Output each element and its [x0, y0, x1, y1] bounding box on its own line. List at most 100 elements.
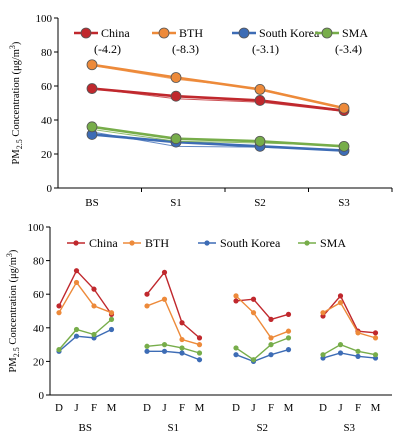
top-legend-trend-bth: (-8.3)	[172, 42, 199, 56]
top-legend-label-south-korea: South Korea	[259, 26, 320, 40]
bottom-point-china	[161, 269, 168, 275]
bottom-group-label: S1	[167, 422, 179, 434]
top-x-tick-label: S2	[254, 197, 266, 209]
bottom-point-bth	[179, 336, 185, 343]
bottom-point-china	[372, 330, 379, 336]
top-point-bth	[170, 72, 182, 83]
top-y-axis-label: PM2.5 Concentration (μg/m3)	[8, 41, 24, 164]
top-y-tick-label: 20	[41, 149, 53, 161]
top-series-line-bth	[91, 63, 345, 110]
bottom-series-line-bth	[322, 301, 376, 339]
bottom-point-sma	[250, 357, 257, 363]
bottom-point-south-korea	[73, 333, 80, 339]
top-point-sma	[254, 135, 266, 147]
bottom-y-tick-label: 100	[28, 222, 45, 234]
top-x-tick-label: BS	[85, 197, 98, 209]
bottom-month-label: D	[55, 402, 63, 414]
bottom-point-bth	[196, 342, 203, 348]
bottom-y-tick-label: 60	[33, 289, 45, 301]
bottom-point-sma	[320, 352, 326, 358]
bottom-point-south-korea	[355, 353, 361, 359]
bottom-point-sma	[144, 343, 150, 349]
top-legend-label-china: China	[101, 26, 130, 40]
top-y-tick-label: 60	[41, 81, 53, 93]
bottom-series-line-south-korea	[147, 350, 200, 361]
bottom-point-sma	[355, 348, 361, 354]
top-point-bth	[254, 84, 266, 95]
bottom-legend-marker-sma	[304, 240, 310, 246]
bottom-point-sma	[73, 326, 80, 333]
top-point-bth	[86, 59, 98, 71]
bottom-month-label: F	[91, 402, 97, 414]
bottom-point-sma	[91, 331, 97, 338]
top-point-bth	[338, 102, 350, 114]
bottom-point-china	[56, 303, 62, 309]
bottom-point-bth	[73, 279, 80, 286]
bottom-legend-label-bth: BTH	[145, 236, 169, 250]
bottom-point-bth	[56, 310, 62, 316]
bottom-y-tick-label: 20	[33, 356, 45, 368]
top-series-monthly-line-bth	[91, 65, 345, 109]
bottom-point-bth	[268, 335, 274, 341]
bottom-legend-label-china: China	[89, 236, 118, 250]
bottom-y-axis-label: PM2.5 Concentration (μg/m3)	[5, 249, 21, 372]
bottom-point-china	[196, 335, 203, 341]
bottom-point-bth	[108, 310, 115, 316]
bottom-point-south-korea	[196, 357, 203, 363]
bottom-group-label: S3	[343, 422, 355, 434]
bottom-point-china	[73, 268, 80, 274]
top-legend-marker-south-korea	[238, 27, 250, 39]
bottom-point-sma	[337, 342, 344, 348]
bottom-series-line-sma	[58, 318, 112, 351]
bottom-month-label: F	[355, 402, 361, 414]
bottom-point-china	[91, 286, 97, 292]
top-legend-marker-bth	[158, 27, 170, 39]
bottom-y-tick-label: 40	[33, 323, 45, 335]
bottom-series-line-china	[235, 298, 289, 321]
top-series-line-sma	[91, 125, 345, 148]
bottom-month-label: F	[268, 402, 274, 414]
bottom-point-bth	[144, 303, 150, 309]
bottom-series-line-south-korea	[235, 348, 289, 363]
bottom-point-sma	[285, 335, 292, 341]
top-point-china	[254, 95, 266, 106]
bottom-legend-marker-china	[73, 240, 79, 246]
top-legend-trend-sma: (-3.4)	[335, 42, 362, 56]
top-legend-label-sma: SMA	[342, 26, 368, 40]
bottom-series-line-bth	[235, 295, 289, 339]
top-legend-label-bth: BTH	[179, 26, 203, 40]
top-y-tick-label: 40	[41, 115, 53, 127]
bottom-point-south-korea	[337, 350, 344, 356]
bottom-point-china	[285, 311, 292, 317]
bottom-series-line-china	[322, 294, 376, 334]
top-series-line-south-korea	[91, 133, 345, 152]
bottom-series-line-bth	[58, 281, 112, 314]
bottom-point-sma	[372, 352, 379, 358]
bottom-series-line-sma	[322, 343, 376, 356]
bottom-series-line-china	[58, 269, 113, 315]
bottom-group-label: BS	[79, 422, 92, 434]
bottom-point-south-korea	[233, 352, 239, 358]
top-x-tick-label: S1	[170, 197, 182, 209]
top-y-tick-label: 0	[47, 183, 53, 195]
bottom-point-bth	[285, 328, 292, 334]
bottom-point-bth	[233, 293, 239, 299]
bottom-point-south-korea	[179, 350, 185, 356]
bottom-point-china	[268, 316, 274, 322]
bottom-series-line-china	[146, 270, 200, 339]
bottom-month-label: M	[195, 402, 205, 414]
bottom-series-line-south-korea	[58, 328, 112, 352]
bottom-point-south-korea	[108, 326, 115, 333]
bottom-point-south-korea	[268, 352, 274, 358]
bottom-point-sma	[233, 345, 239, 351]
bottom-legend-label-sma: SMA	[320, 236, 346, 250]
bottom-month-label: J	[338, 402, 343, 414]
top-chart: 0 20 40 60 80 100 BS S1 S2 S3 China (-4.2) BTH (-8.…	[8, 13, 393, 209]
bottom-point-bth	[355, 330, 361, 336]
bottom-month-label: D	[143, 402, 151, 414]
bottom-point-south-korea	[161, 348, 168, 354]
bottom-point-bth	[372, 335, 379, 341]
bottom-y-tick-label: 80	[33, 256, 45, 268]
